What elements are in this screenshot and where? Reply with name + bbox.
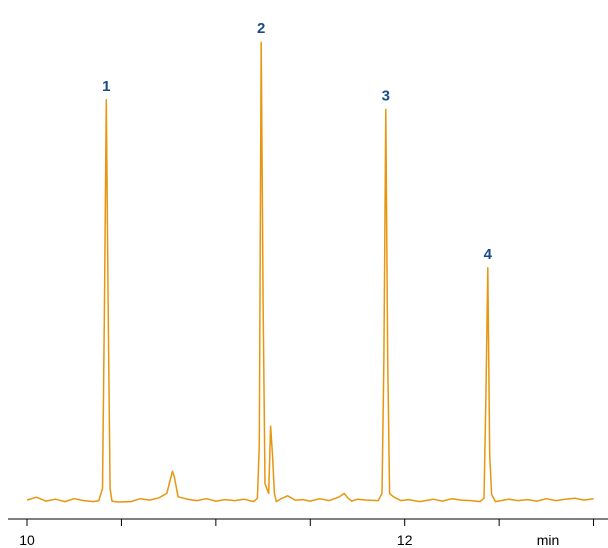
peak-label-1: 1 <box>102 78 110 95</box>
x-unit-label: min <box>537 532 560 548</box>
chromatogram-trace <box>26 41 594 503</box>
peak-label-2: 2 <box>257 20 265 37</box>
x-axis: 10 12 min <box>8 518 608 548</box>
x-tick-label: 12 <box>397 532 413 548</box>
peak-label-3: 3 <box>382 87 390 104</box>
x-tick-label: 10 <box>19 532 35 548</box>
peak-label-4: 4 <box>484 246 493 263</box>
peak-labels: 1 2 3 4 <box>102 20 492 263</box>
plot-area <box>26 41 594 503</box>
